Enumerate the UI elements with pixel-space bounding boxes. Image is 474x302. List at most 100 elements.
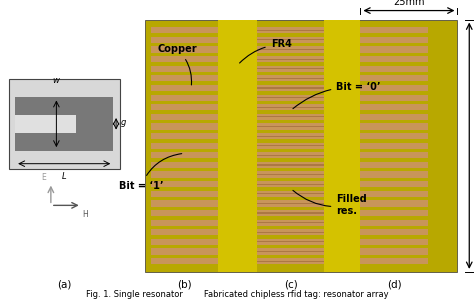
Bar	[257, 213, 324, 214]
Bar	[360, 66, 428, 72]
Bar	[151, 27, 218, 34]
Bar	[257, 232, 324, 233]
Bar	[151, 85, 218, 91]
Bar	[151, 191, 218, 197]
Bar	[151, 124, 218, 130]
Text: $w$: $w$	[52, 76, 61, 85]
Bar	[360, 104, 428, 110]
Bar	[257, 47, 324, 53]
Bar	[151, 133, 218, 139]
Bar	[257, 37, 324, 43]
Bar	[360, 27, 428, 34]
Bar	[360, 37, 428, 43]
Bar	[360, 181, 428, 187]
Bar	[360, 47, 428, 53]
Bar	[257, 222, 324, 223]
Bar	[151, 95, 218, 101]
Bar	[257, 124, 324, 130]
Bar	[360, 114, 428, 120]
Bar	[257, 174, 324, 175]
Text: FR4: FR4	[239, 39, 292, 63]
Bar	[360, 143, 428, 149]
Bar	[360, 152, 428, 159]
Bar	[9, 79, 120, 169]
Bar	[257, 191, 324, 197]
Bar	[360, 85, 428, 91]
Bar	[360, 200, 428, 207]
Bar	[257, 239, 324, 245]
Bar	[257, 210, 324, 216]
Bar	[151, 47, 218, 53]
Bar	[151, 181, 218, 187]
Bar	[151, 200, 218, 207]
Bar	[360, 133, 428, 139]
Bar	[151, 114, 218, 120]
Bar	[257, 249, 324, 255]
Bar	[257, 30, 324, 31]
Bar	[257, 181, 324, 187]
Bar	[151, 75, 218, 82]
Text: Bit = ‘0’: Bit = ‘0’	[293, 82, 381, 109]
Bar	[257, 116, 324, 117]
Bar	[257, 152, 324, 159]
Bar	[151, 229, 218, 235]
Bar	[151, 56, 218, 62]
Bar	[360, 191, 428, 197]
Bar	[257, 97, 324, 98]
Bar	[360, 56, 428, 62]
Bar	[257, 220, 324, 226]
Bar	[151, 258, 218, 264]
Text: $L$: $L$	[61, 170, 67, 181]
Text: Filled
res.: Filled res.	[293, 190, 367, 216]
Bar	[151, 143, 218, 149]
Bar	[151, 249, 218, 255]
Bar	[151, 239, 218, 245]
Text: $g$: $g$	[120, 118, 127, 129]
Bar	[145, 20, 457, 272]
Text: (d): (d)	[387, 279, 401, 290]
Bar	[257, 145, 324, 146]
Bar	[218, 20, 257, 272]
Bar	[360, 95, 428, 101]
Bar	[360, 75, 428, 82]
Bar	[257, 66, 324, 72]
Bar	[15, 97, 113, 151]
Bar	[15, 115, 76, 133]
Bar	[257, 136, 324, 137]
Bar	[151, 37, 218, 43]
Bar	[324, 20, 360, 272]
Bar	[360, 124, 428, 130]
Bar	[257, 27, 324, 34]
Bar	[257, 85, 324, 91]
Bar	[257, 75, 324, 82]
Text: 25mm: 25mm	[393, 0, 425, 7]
Bar	[257, 155, 324, 156]
Bar	[257, 251, 324, 252]
Bar	[257, 193, 324, 194]
Bar	[257, 56, 324, 62]
Bar	[257, 143, 324, 149]
Bar	[151, 104, 218, 110]
Bar	[151, 66, 218, 72]
Bar	[257, 68, 324, 69]
Text: Copper: Copper	[157, 44, 197, 85]
Bar	[360, 229, 428, 235]
Text: Fig. 1. Single resonator        Fabricated chipless rfid tag: resonator array: Fig. 1. Single resonator Fabricated chip…	[86, 290, 388, 299]
Bar	[257, 203, 324, 204]
Bar	[360, 220, 428, 226]
Bar	[360, 249, 428, 255]
Bar	[257, 95, 324, 101]
Bar	[257, 59, 324, 60]
Bar	[360, 162, 428, 168]
Bar	[257, 126, 324, 127]
Text: (a): (a)	[57, 279, 72, 290]
Text: E: E	[41, 173, 46, 182]
Bar	[151, 162, 218, 168]
Bar	[257, 184, 324, 185]
Bar	[151, 152, 218, 159]
Text: (b): (b)	[177, 279, 192, 290]
Bar	[360, 210, 428, 216]
Bar	[257, 164, 324, 165]
Bar	[257, 241, 324, 243]
Text: H: H	[82, 210, 88, 219]
